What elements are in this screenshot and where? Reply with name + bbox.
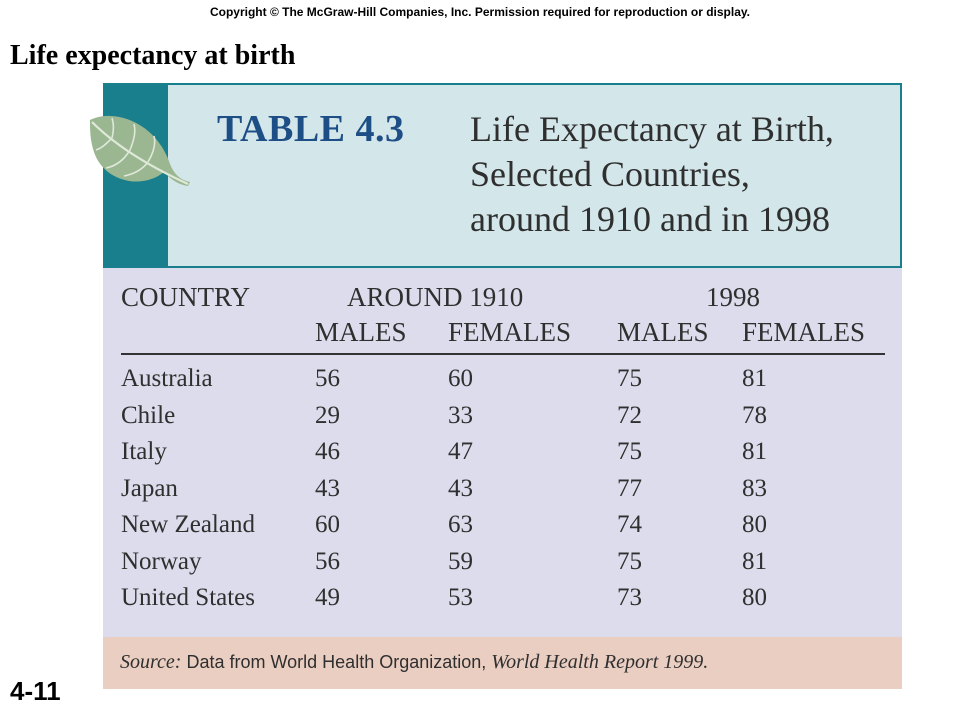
value-males-1998: 75 xyxy=(617,365,642,392)
country-name: New Zealand xyxy=(121,511,255,538)
header-rule xyxy=(121,353,885,355)
value-females-1910: 60 xyxy=(448,365,473,392)
country-name: Italy xyxy=(121,438,167,465)
value-males-1998: 74 xyxy=(617,511,642,538)
table-title-line: Selected Countries, xyxy=(470,154,750,194)
source-note: Source: Data from World Health Organizat… xyxy=(120,651,708,674)
value-females-1998: 80 xyxy=(742,584,767,611)
subheader-males-1910: MALES xyxy=(315,317,407,347)
column-header-around-1910: AROUND 1910 xyxy=(347,282,524,312)
value-females-1998: 78 xyxy=(742,401,767,429)
country-name: Australia xyxy=(121,365,213,392)
table-title: Life Expectancy at Birth, Selected Count… xyxy=(470,107,890,242)
slide-title: Life expectancy at birth xyxy=(10,40,296,71)
value-males-1910: 49 xyxy=(315,584,340,611)
value-males-1998: 75 xyxy=(617,438,642,465)
value-females-1998: 81 xyxy=(742,438,767,465)
country-name: Chile xyxy=(121,401,176,429)
source-panel: Source: Data from World Health Organizat… xyxy=(103,637,902,689)
value-males-1998: 77 xyxy=(617,474,642,502)
copyright-notice: Copyright © The McGraw-Hill Companies, I… xyxy=(209,5,751,19)
value-males-1910: 56 xyxy=(315,547,340,575)
value-males-1910: 29 xyxy=(315,401,340,429)
value-females-1910: 47 xyxy=(448,438,473,465)
value-females-1910: 43 xyxy=(448,474,473,502)
value-females-1998: 80 xyxy=(742,511,767,538)
value-females-1998: 83 xyxy=(742,474,767,502)
table-figure: TABLE 4.3 Life Expectancy at Birth, Sele… xyxy=(103,83,902,689)
value-females-1910: 53 xyxy=(448,584,473,611)
source-report-name: World Health Report 1999. xyxy=(491,651,709,673)
subheader-males-1998: MALES xyxy=(617,317,709,347)
value-males-1910: 43 xyxy=(315,474,340,502)
source-label: Source: xyxy=(120,651,182,673)
value-males-1998: 73 xyxy=(617,584,642,611)
value-males-1998: 75 xyxy=(617,547,642,575)
value-males-1910: 60 xyxy=(315,511,340,538)
subheader-females-1910: FEMALES xyxy=(448,317,572,347)
value-females-1910: 33 xyxy=(448,401,473,429)
country-name: Japan xyxy=(121,474,178,502)
subheader-females-1998: FEMALES xyxy=(742,317,866,347)
column-header-1998: 1998 xyxy=(706,282,760,312)
value-females-1910: 59 xyxy=(448,547,473,575)
table-title-line: Life Expectancy at Birth, xyxy=(470,109,834,149)
value-males-1998: 72 xyxy=(617,401,642,429)
country-name: Norway xyxy=(121,547,202,575)
slide-number: 4-11 xyxy=(10,676,61,706)
column-header-country: COUNTRY xyxy=(121,282,251,312)
source-text: Data from World Health Organization, xyxy=(181,652,492,672)
table-title-line: around 1910 and in 1998 xyxy=(470,199,830,239)
value-males-1910: 56 xyxy=(315,365,340,392)
table-header-panel: TABLE 4.3 Life Expectancy at Birth, Sele… xyxy=(103,83,902,270)
value-females-1998: 81 xyxy=(742,547,767,575)
country-name: United States xyxy=(121,584,256,611)
value-males-1910: 46 xyxy=(315,438,340,465)
table-label: TABLE 4.3 xyxy=(217,108,405,150)
leaf-icon xyxy=(90,115,190,186)
table-body: COUNTRY AROUND 1910 1998 MALES FEMALES M… xyxy=(103,268,902,637)
value-females-1910: 63 xyxy=(448,511,473,538)
value-females-1998: 81 xyxy=(742,365,767,392)
